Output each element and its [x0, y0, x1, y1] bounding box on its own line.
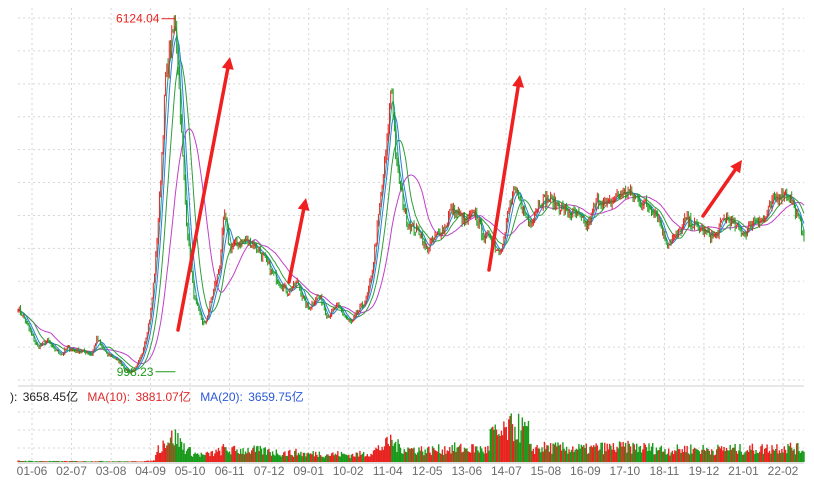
- trend-arrow-head: [221, 57, 234, 70]
- price-candles: [17, 15, 805, 375]
- x-tick-label: 04-09: [135, 464, 166, 478]
- volume-ma10-value: 3881.07亿: [135, 390, 191, 404]
- x-tick-label: 22-02: [768, 464, 799, 478]
- x-tick-label: 02-07: [56, 464, 87, 478]
- trend-arrow-head: [297, 198, 310, 211]
- trend-arrow-shaft: [701, 168, 737, 218]
- volume-prefix: ):: [10, 390, 18, 404]
- volume-bars: [17, 413, 805, 462]
- x-tick-label: 07-12: [254, 464, 285, 478]
- x-tick-label: 06-11: [215, 464, 245, 478]
- volume-ma20-label: MA(20):: [200, 390, 243, 404]
- x-tick-label: 14-07: [491, 464, 522, 478]
- trend-arrows: [176, 57, 742, 332]
- ma-fast-line: [17, 26, 805, 373]
- ma-long-line: [17, 128, 805, 365]
- x-tick-label: 13-06: [451, 464, 482, 478]
- x-tick-label: 01-06: [17, 464, 48, 478]
- max-price-label: 6124.04: [116, 12, 160, 26]
- extreme-annotations: 6124.04 998.23: [116, 12, 176, 379]
- x-tick-label: 18-11: [650, 464, 680, 478]
- trend-arrow-shaft: [487, 85, 520, 272]
- x-tick-label: 09-01: [293, 464, 324, 478]
- moving-average-lines: [17, 26, 805, 373]
- x-tick-label: 17-10: [610, 464, 641, 478]
- ma-short-line: [17, 35, 805, 372]
- x-tick-label: 03-08: [96, 464, 127, 478]
- volume-ma10-label: MA(10):: [87, 390, 131, 404]
- x-tick-label: 21-01: [728, 464, 759, 478]
- x-tick-label: 10-02: [333, 464, 364, 478]
- min-price-label: 998.23: [117, 365, 154, 379]
- volume-current: 3658.45亿: [22, 390, 79, 404]
- volume-indicator-row: ): 3658.45亿 MA(10): 3881.07亿 MA(20): 365…: [10, 389, 304, 405]
- x-tick-label: 16-09: [570, 464, 601, 478]
- volume-ma20-value: 3659.75亿: [248, 390, 304, 404]
- ma-mid-line: [17, 59, 805, 370]
- x-tick-label: 05-10: [175, 464, 206, 478]
- x-tick-label: 12-05: [412, 464, 443, 478]
- x-tick-label: 15-08: [530, 464, 561, 478]
- x-axis: 01-06 02-07 03-08 04-09 05-10 06-11 07-12 09-01…: [17, 464, 799, 478]
- x-tick-label: 11-04: [373, 464, 403, 478]
- x-tick-label: 19-12: [689, 464, 720, 478]
- trend-arrow-head: [730, 160, 742, 174]
- trend-arrow-shaft: [287, 208, 306, 284]
- chart-grid: [18, 8, 804, 464]
- trend-arrow-shaft: [176, 67, 230, 332]
- trend-arrow-head: [512, 75, 525, 88]
